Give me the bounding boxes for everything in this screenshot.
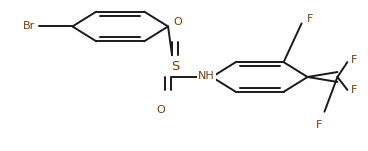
Text: O: O [174, 18, 183, 27]
Text: S: S [171, 60, 179, 73]
Text: F: F [307, 14, 313, 24]
Text: F: F [316, 120, 323, 130]
Text: O: O [157, 105, 166, 115]
Text: F: F [351, 55, 358, 65]
Text: F: F [351, 85, 358, 95]
Text: NH: NH [198, 71, 215, 81]
Text: Br: Br [22, 21, 35, 31]
